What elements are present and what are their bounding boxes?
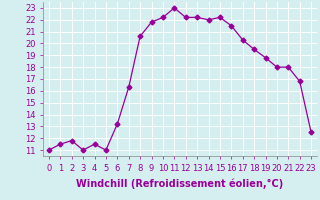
- X-axis label: Windchill (Refroidissement éolien,°C): Windchill (Refroidissement éolien,°C): [76, 178, 284, 189]
